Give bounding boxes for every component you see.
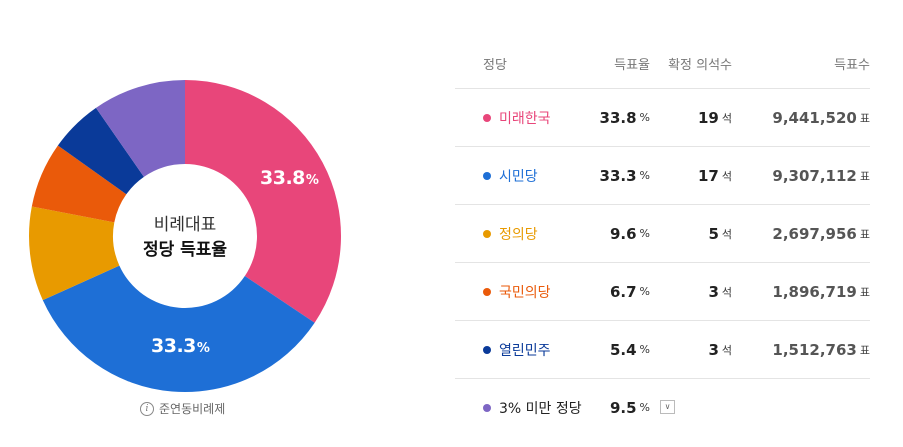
slice-label-simindang: 33.3% xyxy=(151,335,210,357)
seats-unit: 석 xyxy=(721,227,732,241)
votes-value: 1,896,719 xyxy=(772,282,857,301)
seats-value: 17 xyxy=(698,166,719,185)
seats-unit: 석 xyxy=(721,343,732,357)
info-icon: i xyxy=(140,401,154,416)
party-color-dot xyxy=(483,171,491,180)
rate-value: 6.7 xyxy=(609,282,637,301)
party-cell: 미래한국 xyxy=(483,89,551,146)
votes-value: 9,441,520 xyxy=(772,108,857,127)
party-name: 미래한국 xyxy=(499,110,551,127)
chevron-down-icon[interactable]: ∨ xyxy=(660,400,675,414)
rate-value: 33.3 xyxy=(599,166,637,185)
rate-value: 9.5 xyxy=(609,398,637,417)
seats-value: 19 xyxy=(698,108,719,127)
rate-value: 5.4 xyxy=(609,340,637,359)
party-name: 정의당 xyxy=(499,226,538,243)
rate-value: 9.6 xyxy=(609,224,637,243)
donut-chart xyxy=(28,80,341,392)
party-color-dot xyxy=(483,287,491,296)
votes-unit: 표 xyxy=(859,343,870,357)
party-color-dot xyxy=(483,113,491,122)
votes-value: 1,512,763 xyxy=(772,340,857,359)
votes-cell: 9,441,520 표 xyxy=(772,89,870,146)
seats-unit: 석 xyxy=(721,169,732,183)
seats-cell: 17 석 xyxy=(698,147,732,204)
rate-cell: 6.7% xyxy=(610,263,650,320)
system-note[interactable]: i 준연동비례제 xyxy=(140,400,225,417)
party-color-dot xyxy=(483,345,491,354)
rate-unit: % xyxy=(639,285,650,298)
results-table: 정당 득표율 확정 의석수 득표수 미래한국 33.8% 19 석 9,441,5… xyxy=(455,40,870,436)
votes-cell: 1,512,763 표 xyxy=(772,321,870,378)
pie-slice-1 xyxy=(42,265,315,392)
seats-value: 3 xyxy=(708,340,719,359)
rate-cell: 33.3% xyxy=(600,147,650,204)
system-note-text: 준연동비례제 xyxy=(159,402,226,416)
header-seats: 확정 의석수 xyxy=(668,58,732,73)
votes-value: 9,307,112 xyxy=(772,166,857,185)
slice-label-value: 33.8 xyxy=(260,167,305,189)
party-cell: 열린민주 xyxy=(483,321,551,378)
seats-value: 3 xyxy=(708,282,719,301)
pie-slice-4 xyxy=(57,107,144,195)
rate-cell: 5.4% xyxy=(610,321,650,378)
rate-value: 33.8 xyxy=(599,108,637,127)
header-party: 정당 xyxy=(483,58,507,73)
votes-cell: 9,307,112 표 xyxy=(772,147,870,204)
party-name: 시민당 xyxy=(499,168,538,185)
party-color-dot xyxy=(483,229,491,238)
party-name: 국민의당 xyxy=(499,284,551,301)
seats-value: 5 xyxy=(708,224,719,243)
party-name: 3% 미만 정당 xyxy=(499,400,582,417)
rate-cell: 9.5% xyxy=(610,379,650,436)
center-title: 비례대표 xyxy=(153,215,217,235)
seats-unit: 석 xyxy=(721,111,732,125)
header-votes: 득표수 xyxy=(834,58,870,73)
header-rate: 득표율 xyxy=(614,58,650,73)
rate-unit: % xyxy=(639,343,650,356)
votes-unit: 표 xyxy=(859,111,870,125)
votes-unit: 표 xyxy=(859,227,870,241)
table-row: 미래한국 33.8% 19 석 9,441,520 표 xyxy=(455,89,870,147)
pie-slice-0 xyxy=(185,80,341,323)
pie-slice-5 xyxy=(95,80,185,177)
party-cell: 3% 미만 정당 xyxy=(483,379,582,436)
slice-label-unit: % xyxy=(305,173,319,188)
pie-slice-2 xyxy=(28,206,120,301)
rate-unit: % xyxy=(639,227,650,240)
votes-cell: 1,896,719 표 xyxy=(772,263,870,320)
votes-cell: 2,697,956 표 xyxy=(772,205,870,262)
votes-unit: 표 xyxy=(859,285,870,299)
party-name: 열린민주 xyxy=(499,342,551,359)
party-cell: 정의당 xyxy=(483,205,538,262)
rate-cell: 9.6% xyxy=(610,205,650,262)
votes-unit: 표 xyxy=(859,169,870,183)
slice-label-value: 33.3 xyxy=(151,335,196,357)
pie-slice-3 xyxy=(31,145,127,223)
seats-unit: 석 xyxy=(721,285,732,299)
center-subtitle: 정당 득표율 xyxy=(142,240,228,260)
rate-unit: % xyxy=(639,169,650,182)
party-cell: 국민의당 xyxy=(483,263,551,320)
votes-value: 2,697,956 xyxy=(772,224,857,243)
seats-cell: 19 석 xyxy=(698,89,732,146)
party-cell: 시민당 xyxy=(483,147,538,204)
party-color-dot xyxy=(483,403,491,412)
slice-label-unit: % xyxy=(196,341,210,356)
rate-cell: 33.8% xyxy=(600,89,650,146)
rate-unit: % xyxy=(639,401,650,414)
slice-label-miraehanguk: 33.8% xyxy=(260,167,319,189)
table-row-others: 3% 미만 정당 9.5% ∨ xyxy=(455,379,870,436)
table-header: 정당 득표율 확정 의석수 득표수 xyxy=(455,40,870,89)
table-row: 시민당 33.3% 17 석 9,307,112 표 xyxy=(455,147,870,205)
rate-unit: % xyxy=(639,111,650,124)
